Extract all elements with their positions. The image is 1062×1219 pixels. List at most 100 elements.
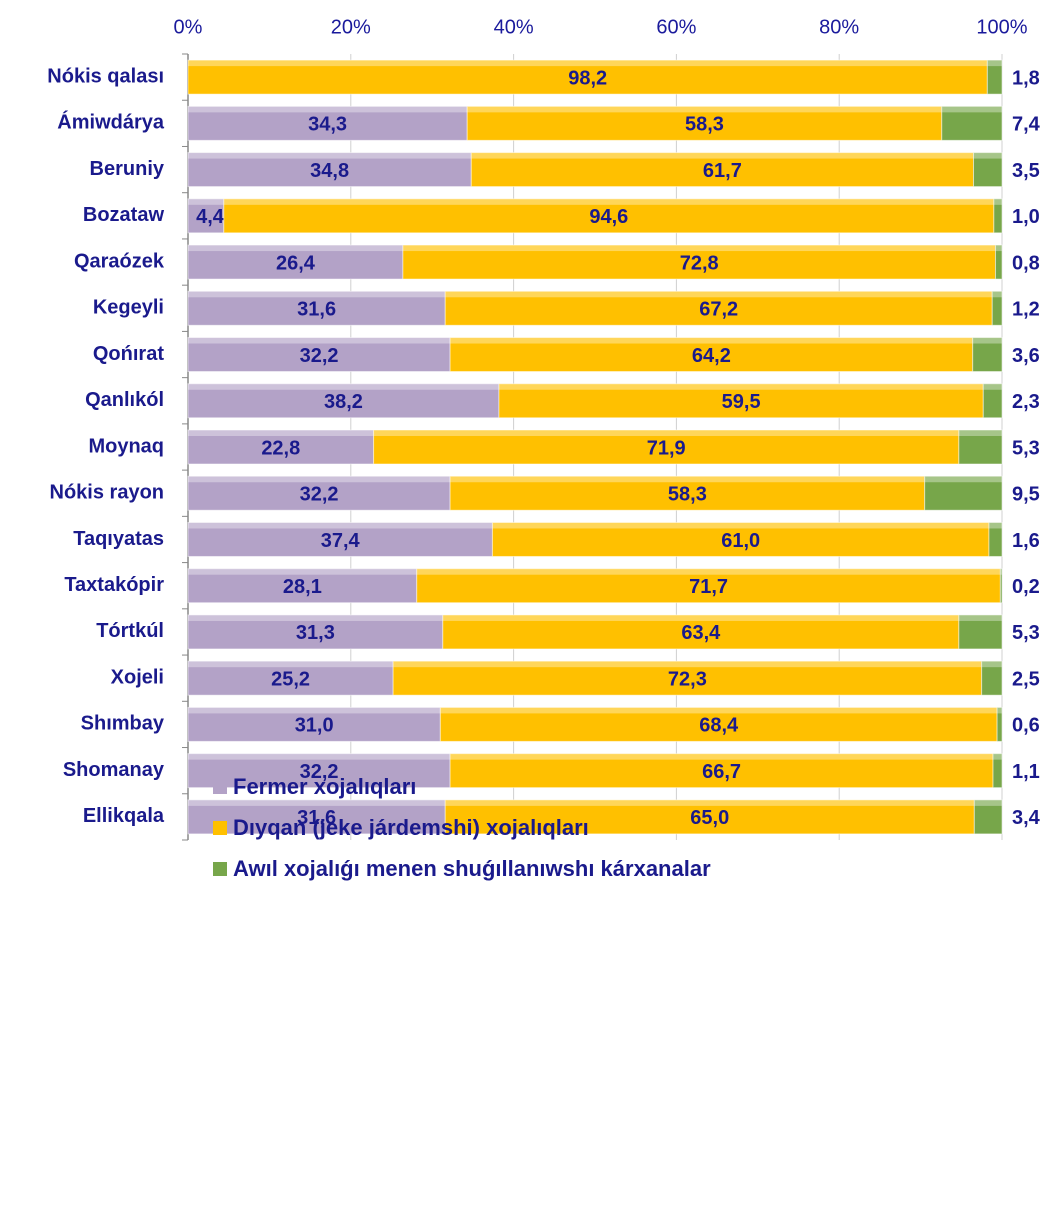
bar-segment: [402, 244, 996, 280]
bar-highlight: [498, 383, 984, 390]
category-label: Nókis rayon: [50, 482, 164, 504]
value-label: 3,5: [1012, 160, 1040, 182]
bar-highlight: [188, 245, 403, 252]
value-label: 7,4: [1012, 114, 1041, 136]
bar-segment: [924, 475, 1003, 511]
bar-segment: [972, 337, 1003, 373]
value-label: 1,6: [1012, 530, 1040, 552]
x-tick-label: 20%: [331, 16, 371, 38]
bar-segment: [187, 568, 418, 604]
bar-segment: [992, 753, 1003, 789]
value-label: 1,2: [1012, 299, 1040, 321]
bar-segment: [958, 429, 1003, 465]
bar-highlight: [188, 522, 493, 529]
value-label: 58,3: [685, 114, 724, 136]
value-label: 61,7: [703, 160, 742, 182]
bar-segment: [982, 383, 1003, 419]
bar-highlight: [471, 152, 974, 159]
value-label: 3,4: [1012, 807, 1041, 829]
value-label: 4,4: [196, 206, 225, 228]
bar-segment: [187, 660, 394, 696]
value-label: 98,2: [568, 67, 607, 89]
x-tick-label: 40%: [494, 16, 534, 38]
value-label: 5,3: [1012, 437, 1040, 459]
value-label: 38,2: [324, 391, 363, 413]
bar-segment: [988, 521, 1003, 557]
value-label: 31,6: [297, 299, 336, 321]
value-label: 67,2: [699, 299, 738, 321]
bar-highlight: [393, 661, 982, 668]
value-label: 22,8: [261, 437, 300, 459]
bar-highlight: [188, 198, 224, 205]
bar-segment: [999, 568, 1003, 604]
value-label: 32,2: [300, 761, 339, 783]
bar-highlight: [188, 661, 394, 668]
bar-highlight: [1000, 568, 1002, 575]
value-label: 1,0: [1012, 206, 1040, 228]
bar-highlight: [972, 337, 1002, 344]
value-label: 71,7: [689, 576, 728, 598]
bar-highlight: [188, 753, 451, 760]
bar-highlight: [941, 106, 1002, 113]
bar-highlight: [993, 753, 1002, 760]
value-label: 2,3: [1012, 391, 1040, 413]
bar-highlight: [993, 198, 1002, 205]
bar-highlight: [402, 245, 996, 252]
value-label: 1,1: [1012, 761, 1040, 783]
x-tick-label: 60%: [656, 16, 696, 38]
x-tick-label: 80%: [819, 16, 859, 38]
bar-segment: [416, 568, 1001, 604]
bar-segment: [973, 152, 1003, 188]
bar-highlight: [997, 707, 1002, 714]
bar-highlight: [450, 476, 925, 483]
bar-highlight: [188, 337, 451, 344]
value-label: 65,0: [690, 807, 729, 829]
value-label: 61,0: [721, 530, 760, 552]
legend-label: Dıyqan (jeke járdemshi) xojalıqları: [233, 815, 589, 840]
bar-segment: [981, 660, 1003, 696]
bar-highlight: [987, 60, 1002, 67]
value-label: 28,1: [283, 576, 322, 598]
bar-highlight: [445, 799, 975, 806]
bar-segment: [187, 475, 451, 511]
bar-segment: [187, 59, 988, 95]
bar-highlight: [995, 245, 1002, 252]
bar-highlight: [450, 753, 994, 760]
bar-highlight: [188, 430, 374, 436]
bar-highlight: [440, 707, 998, 714]
legend-label: Awıl xojalıǵı menen shuǵıllanıwshı kárxa…: [233, 856, 711, 881]
bar-highlight: [188, 707, 441, 714]
bar-highlight: [188, 614, 443, 621]
value-label: 94,6: [589, 206, 628, 228]
category-label: Qaraózek: [74, 250, 165, 272]
value-label: 32,2: [300, 484, 339, 506]
category-label: Nókis qalası: [47, 65, 164, 87]
value-label: 5,3: [1012, 622, 1040, 644]
value-label: 63,4: [681, 622, 721, 644]
bar-segment: [187, 290, 446, 326]
value-label: 3,6: [1012, 345, 1040, 367]
bar-highlight: [188, 383, 499, 390]
bar-segment: [187, 198, 225, 234]
bar-highlight: [373, 430, 959, 436]
category-label: Kegeyli: [93, 297, 164, 319]
bar-segment: [973, 799, 1003, 835]
value-label: 31,0: [295, 715, 334, 737]
bar-segment: [442, 614, 960, 650]
bar-highlight: [188, 291, 446, 298]
bar-highlight: [188, 568, 417, 575]
bar-segment: [187, 383, 500, 419]
bar-highlight: [924, 476, 1002, 483]
bar-segment: [187, 614, 444, 650]
category-label: Xojeli: [111, 666, 164, 688]
bar-highlight: [188, 799, 446, 806]
bar-segment: [994, 244, 1003, 280]
bar-segment: [187, 753, 451, 789]
legend-label: Fermer xojalıqları: [233, 774, 416, 799]
bar-highlight: [450, 337, 973, 344]
bar-highlight: [958, 614, 1002, 621]
legend-swatch: [213, 862, 227, 876]
value-label: 59,5: [722, 391, 761, 413]
value-label: 1,8: [1012, 67, 1040, 89]
